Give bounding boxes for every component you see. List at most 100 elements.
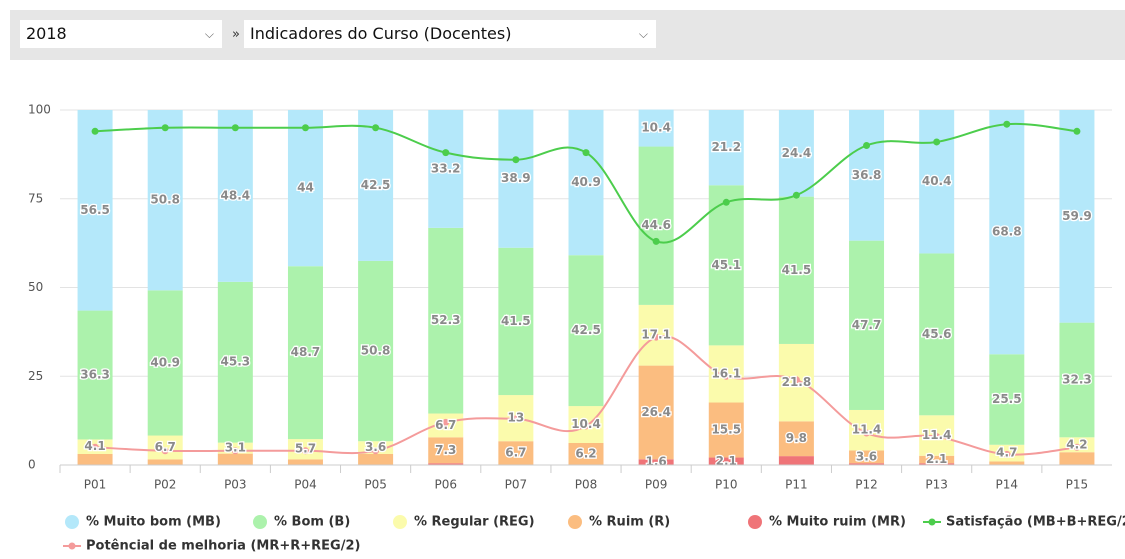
value-label: 3.6 [856, 449, 877, 463]
value-label: 47.7 [852, 318, 882, 332]
bar-segment [778, 110, 814, 197]
bar-segment [849, 450, 885, 464]
value-label: 21.2 [711, 140, 741, 154]
bar-segment [708, 402, 744, 458]
line-marker [792, 376, 800, 384]
x-tick-label: P13 [925, 478, 948, 492]
value-label: 6.7 [435, 418, 456, 432]
value-label: 68.8 [992, 225, 1022, 239]
bar-segment [77, 453, 113, 465]
line-marker [301, 447, 309, 455]
bar-segment [708, 110, 744, 186]
line-marker [372, 124, 380, 132]
bar-segment [428, 437, 464, 464]
legend-label: % Ruim (R) [589, 515, 670, 530]
line-marker [512, 156, 520, 164]
y-tick-label: 75 [28, 191, 43, 205]
y-tick-label: 25 [28, 369, 43, 383]
bar-segment [498, 441, 534, 465]
report-select[interactable]: Indicadores do Curso (Docentes) ⌵ [244, 20, 656, 48]
bar-segment [77, 110, 113, 311]
line-marker [863, 429, 871, 437]
value-label: 11.4 [922, 428, 952, 442]
value-label: 4.1 [84, 439, 105, 453]
bar-segment [287, 459, 323, 465]
bar-segment [849, 463, 885, 465]
bar-segment [638, 109, 674, 147]
bar-segment [358, 260, 394, 442]
value-label: 5.7 [295, 442, 316, 456]
x-tick-label: P14 [996, 478, 1019, 492]
bar-segment [568, 110, 604, 256]
value-label: 16.1 [711, 366, 741, 380]
value-label: 40.4 [922, 174, 952, 188]
x-tick-label: P09 [645, 478, 668, 492]
value-label: 59.9 [1062, 209, 1092, 223]
legend-swatch [65, 515, 79, 529]
value-label: 40.9 [571, 175, 601, 189]
line-marker [792, 191, 800, 199]
y-tick-label: 100 [28, 103, 51, 117]
legend-label: Satisfação (MB+B+REG/2) [946, 515, 1125, 530]
value-label: 6.7 [505, 446, 526, 460]
x-tick-label: P08 [575, 478, 598, 492]
value-label: 42.5 [571, 323, 601, 337]
value-label: 36.8 [852, 168, 882, 182]
line-marker [231, 124, 239, 132]
x-tick-label: P05 [364, 478, 387, 492]
lines [91, 120, 1081, 458]
line-marker [91, 443, 99, 451]
legend-label: % Muito ruim (MR) [769, 515, 906, 530]
year-value: 2018 [26, 24, 67, 43]
x-tick-label: P03 [224, 478, 247, 492]
line-marker [582, 149, 590, 157]
value-label: 50.8 [150, 193, 180, 207]
value-labels: 4.1 36.3 56.5 6.7 40.9 50.8 3.1 45.3 48.4 5.7 48.7… [79, 119, 1093, 470]
x-tick-label: P04 [294, 478, 317, 492]
value-label: 33.2 [431, 161, 461, 175]
line-marker [372, 447, 380, 455]
value-label: 48.4 [221, 188, 251, 202]
bar-segment [708, 185, 744, 346]
legend-label: % Regular (REG) [414, 515, 535, 530]
value-label: 21.8 [782, 375, 812, 389]
value-label: 36.3 [80, 368, 110, 382]
bar-segment [849, 240, 885, 410]
x-tick-label: P07 [505, 478, 528, 492]
bar-segment [147, 290, 183, 436]
line [95, 334, 1078, 456]
bar-segment [778, 456, 814, 465]
bar-segment [849, 110, 885, 241]
bar-segment [568, 442, 604, 465]
y-tick-label: 0 [28, 458, 36, 472]
value-label: 32.3 [1062, 372, 1092, 386]
bar-segment [498, 247, 534, 396]
bar-segment [919, 455, 955, 464]
bar-segment [428, 110, 464, 228]
value-label: 25.5 [992, 392, 1022, 406]
bar-segment [217, 110, 253, 282]
line-marker [231, 447, 239, 455]
x-tick-label: P02 [154, 478, 177, 492]
year-select[interactable]: 2018 ⌵ [20, 20, 222, 48]
bar-segment [638, 459, 674, 465]
line-marker [1003, 450, 1011, 458]
legend-swatch [393, 515, 407, 529]
value-label: 48.7 [291, 345, 321, 359]
bar-segment [498, 109, 534, 248]
toolbar: 2018 ⌵ » Indicadores do Curso (Docentes) ⌵ [10, 10, 1125, 60]
value-label: 1.6 [646, 455, 667, 469]
value-label: 44 [297, 181, 314, 195]
value-label: 7.3 [435, 443, 456, 457]
value-label: 15.5 [711, 423, 741, 437]
legend-swatch [928, 518, 936, 526]
value-label: 11.4 [852, 423, 882, 437]
bar-segment [638, 365, 674, 460]
bar-segment [77, 310, 113, 440]
line-marker [161, 124, 169, 132]
bar-segment [568, 255, 604, 407]
value-label: 56.5 [80, 203, 110, 217]
legend-swatch [253, 515, 267, 529]
line-marker [1073, 127, 1081, 135]
